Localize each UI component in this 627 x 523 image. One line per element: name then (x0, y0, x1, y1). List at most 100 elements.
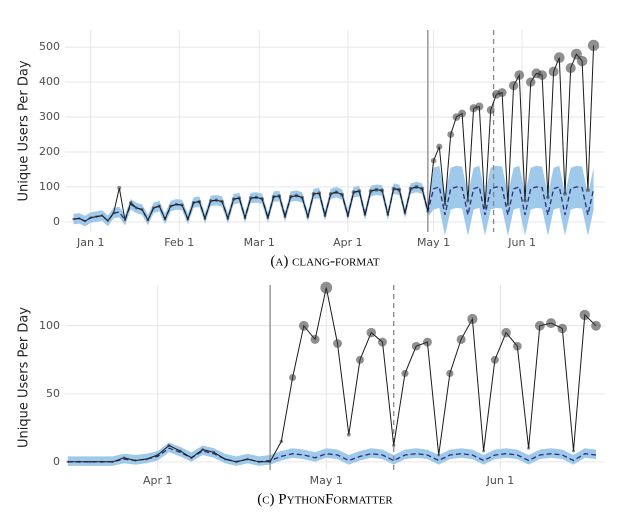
observed-point (363, 213, 367, 217)
observed-point (527, 446, 531, 450)
observed-point (268, 460, 272, 464)
observed-point (89, 216, 93, 219)
y-tick-label: 300 (39, 110, 60, 123)
observed-point (420, 186, 425, 191)
observed-point (508, 80, 519, 91)
y-tick-label: 50 (46, 387, 60, 400)
observed-point (411, 341, 421, 351)
observed-point (397, 187, 402, 192)
y-tick-label: 500 (39, 40, 60, 53)
observed-point (392, 443, 396, 448)
observed-point (328, 192, 333, 196)
observed-point (310, 334, 320, 344)
observed-point (72, 217, 75, 221)
y-tick-label: 100 (39, 180, 60, 193)
observed-point (129, 200, 133, 205)
observed-point (374, 187, 379, 192)
observed-point (391, 186, 396, 191)
observed-point (523, 199, 527, 203)
observed-point (437, 453, 441, 457)
caption: (c) PythonFormatter (257, 491, 393, 507)
x-tick-label: Jan 1 (76, 236, 104, 249)
y-tick-label: 400 (39, 75, 60, 88)
observed-point (546, 195, 550, 200)
observed-point (235, 460, 238, 464)
observed-point (422, 337, 432, 347)
observed-point (152, 206, 156, 210)
observed-point (506, 202, 510, 207)
observed-point (548, 66, 559, 77)
observed-point (178, 449, 182, 453)
axis-title: Unique Users Per Day (17, 307, 32, 448)
observed-point (140, 208, 144, 212)
observed-point (446, 369, 454, 378)
observed-point (66, 460, 70, 464)
observed-point (306, 215, 310, 218)
observed-point (456, 334, 466, 344)
observed-point (266, 216, 270, 219)
observed-point (220, 199, 224, 204)
observed-point (283, 215, 287, 218)
observed-point (271, 194, 276, 199)
observed-point (145, 457, 148, 461)
axis-title: Unique Users Per Day (17, 60, 32, 201)
observed-point (414, 184, 419, 189)
observed-point (89, 460, 92, 464)
observed-point (289, 374, 297, 381)
observed-point (403, 211, 407, 215)
observed-point (585, 188, 590, 193)
y-tick-label: 0 (53, 455, 60, 468)
observed-point (378, 337, 387, 347)
observed-point (134, 459, 137, 462)
observed-point (254, 195, 259, 200)
observed-point (346, 214, 350, 217)
observed-point (572, 449, 576, 453)
observed-line (67, 287, 597, 463)
observed-point (169, 204, 173, 208)
observed-point (157, 204, 161, 208)
observed-point (466, 199, 470, 203)
observed-point (294, 193, 299, 198)
observed-point (501, 327, 511, 338)
observed-point (186, 217, 190, 221)
observed-point (163, 217, 167, 221)
observed-point (212, 450, 216, 454)
observed-point (430, 157, 437, 164)
observed-point (436, 143, 443, 150)
y-tick-label: 0 (53, 215, 60, 228)
observed-point (237, 196, 242, 200)
observed-point (458, 109, 467, 118)
observed-point (497, 88, 507, 97)
prediction-band (73, 165, 594, 236)
x-tick-label: May 1 (310, 474, 343, 487)
observed-point (260, 197, 264, 201)
observed-point (380, 188, 385, 193)
observed-point (298, 320, 309, 331)
y-tick-label: 100 (39, 319, 60, 332)
observed-point (368, 189, 373, 194)
observed-line (73, 45, 595, 222)
observed-point (223, 457, 227, 461)
observed-point (300, 195, 304, 200)
prediction-line (67, 447, 597, 463)
x-tick-label: Jun 1 (507, 236, 536, 249)
observed-point (565, 63, 576, 74)
observed-point (579, 309, 590, 321)
observed-point (534, 320, 545, 331)
x-tick-label: Apr 1 (333, 236, 363, 249)
observed-point (576, 55, 588, 67)
observed-point (288, 194, 293, 199)
observed-point (117, 185, 122, 191)
observed-point (248, 196, 253, 200)
observed-point (426, 209, 430, 213)
observed-point (191, 200, 196, 205)
observed-point (563, 192, 567, 196)
observed-point (197, 199, 201, 204)
observed-point (167, 443, 171, 448)
observed-point (482, 449, 486, 453)
observed-point (334, 190, 339, 195)
observed-point (214, 198, 219, 202)
observed-point (317, 191, 322, 196)
observed-point (203, 217, 207, 220)
